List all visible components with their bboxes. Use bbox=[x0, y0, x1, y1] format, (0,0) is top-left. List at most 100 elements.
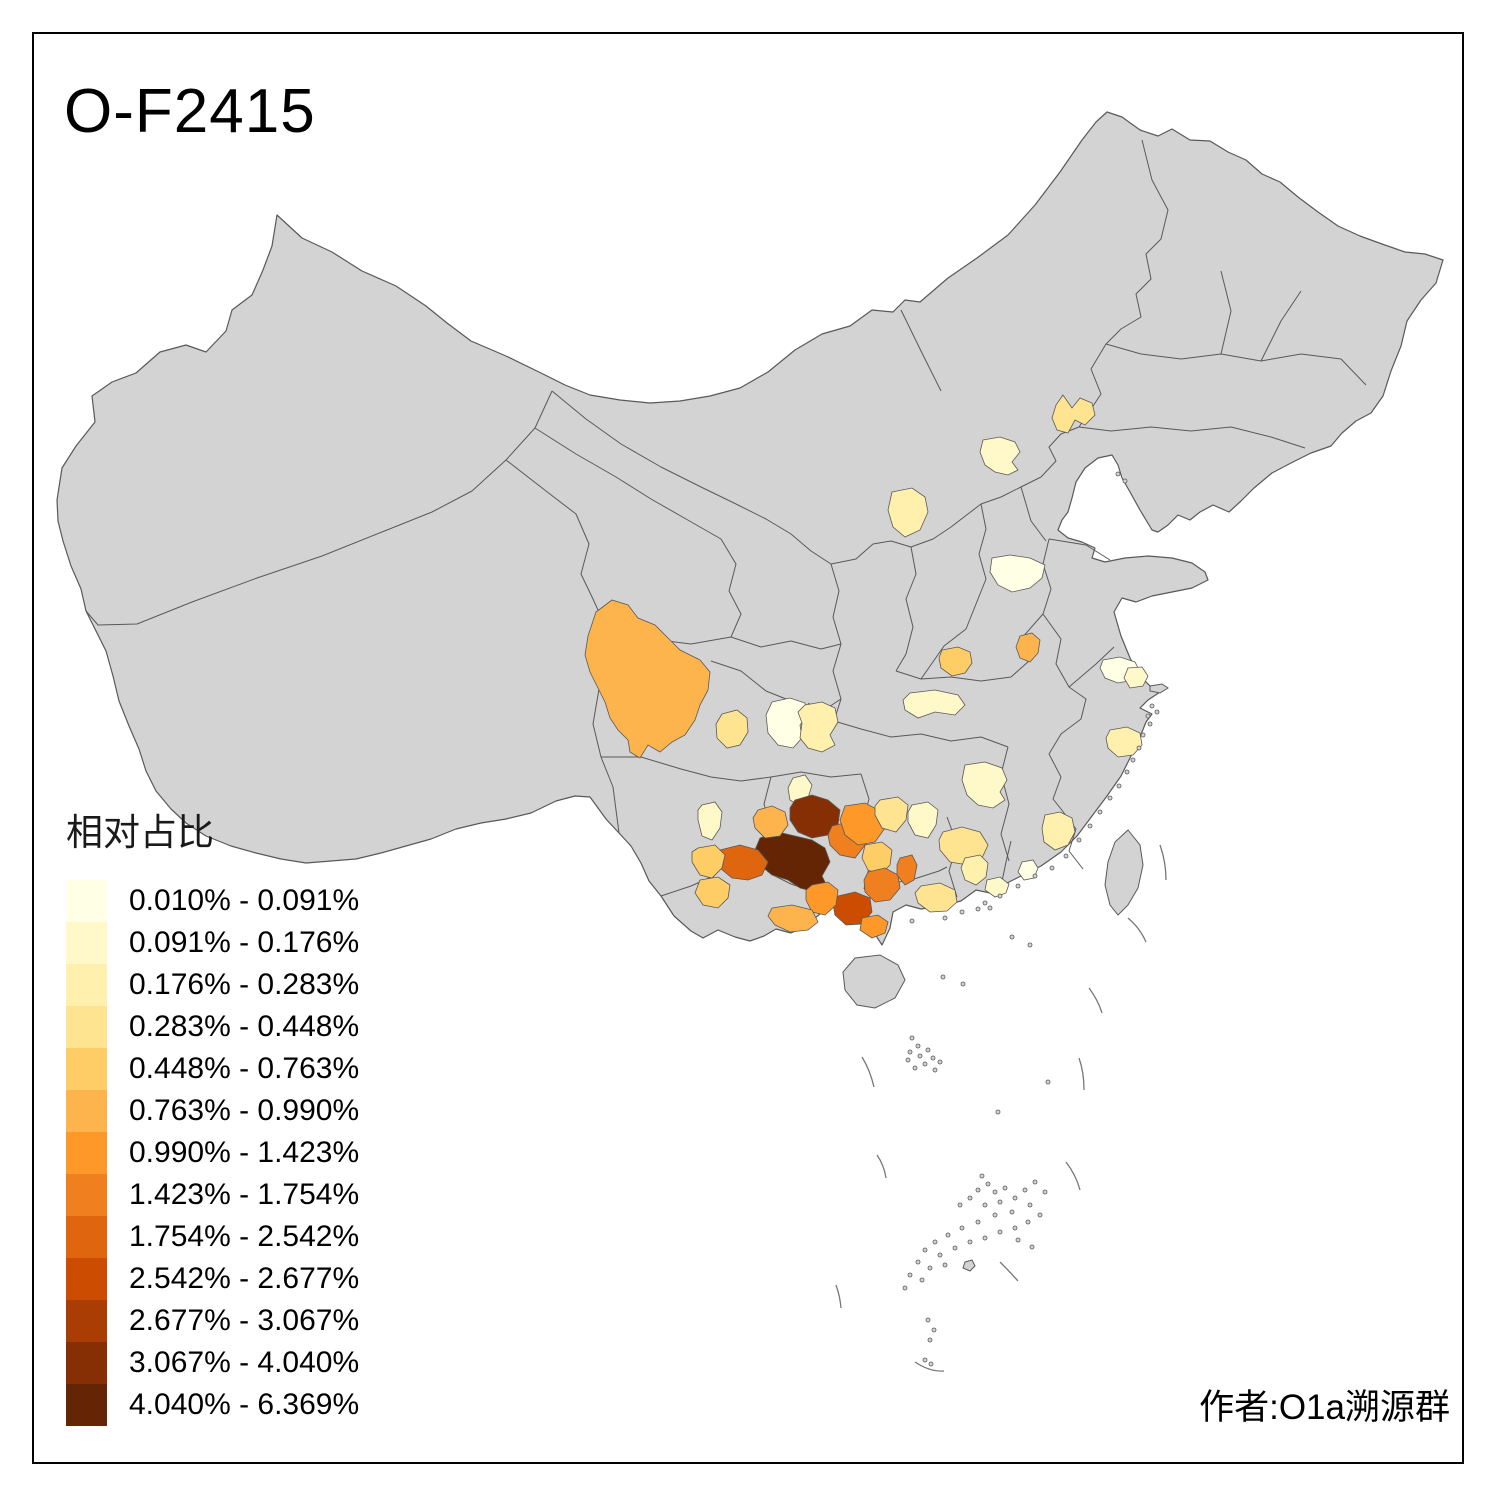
islet-dot bbox=[1002, 1185, 1008, 1191]
islet-dot bbox=[1107, 795, 1113, 801]
legend-range-label: 0.176% - 0.283% bbox=[129, 968, 360, 1001]
legend-row: 2.542% - 2.677% bbox=[66, 1258, 359, 1300]
islet-dot bbox=[922, 1247, 928, 1253]
choropleth-region bbox=[1015, 632, 1041, 663]
legend-row: 4.040% - 6.369% bbox=[66, 1384, 359, 1426]
islet-dot bbox=[1025, 1219, 1031, 1225]
boundary-dash-segment bbox=[835, 1284, 842, 1309]
legend-row: 0.176% - 0.283% bbox=[66, 964, 359, 1006]
choropleth-region bbox=[1105, 726, 1143, 758]
islet-dot bbox=[1022, 1187, 1028, 1193]
legend-swatch bbox=[66, 1216, 107, 1258]
province-border bbox=[534, 427, 742, 638]
islet-dot bbox=[1145, 713, 1151, 719]
islet-dot bbox=[917, 1053, 923, 1059]
province-border bbox=[1042, 613, 1070, 688]
province-border bbox=[920, 628, 967, 680]
islet-dot bbox=[967, 1195, 973, 1201]
islet-dot bbox=[1015, 883, 1021, 889]
legend-row: 0.283% - 0.448% bbox=[66, 1006, 359, 1048]
province-border bbox=[85, 390, 553, 626]
choropleth-region bbox=[902, 689, 966, 719]
islet-dot bbox=[959, 909, 965, 915]
islet-dot bbox=[1149, 703, 1155, 709]
islet-dot bbox=[928, 1361, 934, 1367]
islet-dot bbox=[1012, 1225, 1018, 1231]
legend-swatch bbox=[66, 922, 107, 964]
legend-swatch bbox=[66, 1048, 107, 1090]
island bbox=[842, 954, 906, 1009]
islet-dot bbox=[960, 981, 966, 987]
islet-dot bbox=[1076, 837, 1082, 843]
legend-range-label: 2.677% - 3.067% bbox=[129, 1304, 360, 1337]
choropleth-region bbox=[907, 801, 939, 839]
islet-dot bbox=[975, 906, 981, 912]
island bbox=[1104, 829, 1144, 916]
islet-dot bbox=[942, 915, 948, 921]
boundary-dash-segment bbox=[1078, 1057, 1085, 1091]
islet-dot bbox=[1116, 783, 1122, 789]
boundary-dash-segment bbox=[1088, 987, 1103, 1014]
islet-dot bbox=[1032, 873, 1038, 879]
province-border bbox=[833, 720, 1009, 748]
islet-dot bbox=[945, 1232, 951, 1238]
province-border bbox=[710, 660, 792, 702]
legend-row: 1.423% - 1.754% bbox=[66, 1174, 359, 1216]
islet-dot bbox=[952, 1245, 958, 1251]
province-border bbox=[1078, 426, 1306, 449]
islet-dot bbox=[1015, 1237, 1021, 1243]
islet-dot bbox=[982, 1202, 988, 1208]
islet-dot bbox=[1009, 1209, 1015, 1215]
province-border bbox=[1000, 746, 1010, 862]
choropleth-region bbox=[938, 646, 973, 677]
islet-dot bbox=[967, 1239, 973, 1245]
legend-title: 相对占比 bbox=[66, 812, 214, 853]
islet-dot bbox=[1042, 1189, 1048, 1195]
boundary-dash-segment bbox=[1159, 844, 1167, 881]
legend-row: 0.091% - 0.176% bbox=[66, 922, 359, 964]
islet-dot bbox=[1154, 709, 1160, 715]
islet-dot bbox=[1027, 942, 1033, 948]
boundary-dash-segment bbox=[876, 1154, 887, 1179]
legend-range-label: 0.010% - 0.091% bbox=[129, 884, 360, 917]
legend-swatch bbox=[66, 1258, 107, 1300]
boundary-dash-segment bbox=[999, 1261, 1019, 1282]
choropleth-region bbox=[715, 709, 749, 749]
islet-dot bbox=[942, 1262, 948, 1268]
page-title: O-F2415 bbox=[64, 77, 316, 146]
choropleth-region bbox=[874, 796, 909, 833]
islet-dot bbox=[975, 1219, 981, 1225]
legend-swatch bbox=[66, 1090, 107, 1132]
legend-range-label: 4.040% - 6.369% bbox=[129, 1388, 360, 1421]
islet-dot bbox=[927, 1265, 933, 1271]
island bbox=[1149, 683, 1169, 694]
islet-dot bbox=[907, 1272, 913, 1278]
islet-dot bbox=[1009, 934, 1015, 940]
islet-dot bbox=[932, 1067, 938, 1073]
legend-range-label: 0.763% - 0.990% bbox=[129, 1094, 360, 1127]
islet-dot bbox=[907, 1049, 913, 1055]
islet-dot bbox=[982, 1235, 988, 1241]
province-border bbox=[895, 546, 917, 672]
islet-dot bbox=[982, 900, 988, 906]
province-border bbox=[900, 309, 942, 392]
province-border bbox=[1048, 686, 1087, 870]
islet-dot bbox=[932, 1239, 938, 1245]
islet-dot bbox=[1130, 757, 1136, 763]
boundary-dash-segment bbox=[1127, 917, 1147, 943]
legend-swatch bbox=[66, 1132, 107, 1174]
legend-range-label: 3.067% - 4.040% bbox=[129, 1346, 360, 1379]
islet-dot bbox=[909, 918, 915, 924]
choropleth-region bbox=[797, 701, 839, 753]
legend-range-label: 1.754% - 2.542% bbox=[129, 1220, 360, 1253]
islet-dot bbox=[1147, 721, 1153, 727]
island bbox=[962, 1259, 976, 1272]
islet-dot bbox=[1122, 478, 1128, 484]
islet-dot bbox=[937, 1059, 943, 1065]
boundary-dash-segment bbox=[914, 1361, 945, 1372]
choropleth-region bbox=[1123, 666, 1149, 689]
province-border bbox=[1000, 840, 1012, 887]
legend-swatch bbox=[66, 1174, 107, 1216]
islet-dot bbox=[997, 1199, 1003, 1205]
islet-dot bbox=[915, 1259, 921, 1265]
